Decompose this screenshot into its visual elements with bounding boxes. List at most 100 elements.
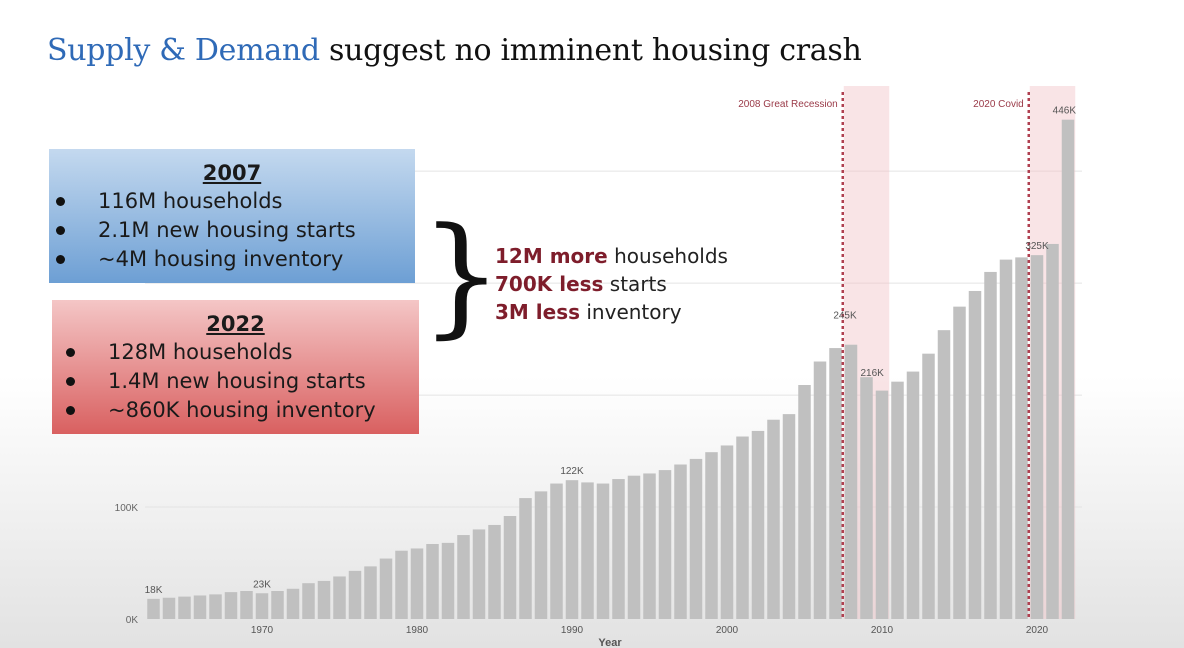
comparison-summary: 12M more households 700K less starts 3M … [495, 242, 728, 326]
y-tick-label: 0K [126, 615, 139, 626]
list-item: ~4M housing inventory [49, 245, 415, 274]
bar [162, 597, 176, 619]
list-item-text: 116M households [98, 189, 283, 213]
bar [348, 570, 362, 619]
data-label: 446K [1053, 106, 1077, 117]
bar [736, 436, 749, 619]
bar [1046, 243, 1059, 619]
data-label: 23K [253, 579, 271, 590]
bullet-icon [66, 377, 75, 386]
data-label: 18K [145, 585, 163, 596]
bar [612, 479, 625, 619]
bullet-icon [56, 226, 65, 235]
bar [302, 583, 315, 619]
bar [209, 594, 222, 619]
bullet-icon [66, 348, 75, 357]
bullet-icon [66, 406, 75, 415]
box-2022-list: 128M households 1.4M new housing starts … [52, 338, 419, 425]
bar [395, 550, 408, 619]
bar [1061, 119, 1075, 619]
x-tick-label: 1980 [406, 625, 429, 636]
bar [922, 353, 935, 619]
bar [565, 480, 579, 619]
bar [379, 558, 393, 619]
bar [891, 381, 904, 619]
list-item: 2.1M new housing starts [49, 216, 415, 245]
list-item-text: ~4M housing inventory [98, 247, 344, 271]
bar [286, 588, 300, 619]
box-2007-list: 116M households 2.1M new housing starts … [49, 187, 415, 274]
summary-line: 12M more households [495, 242, 728, 270]
summary-line: 700K less starts [495, 270, 728, 298]
x-tick-label: 1970 [251, 625, 274, 636]
bar [968, 290, 982, 619]
list-item-text: ~860K housing inventory [108, 398, 376, 422]
bar [240, 591, 253, 619]
list-item: 1.4M new housing starts [52, 367, 419, 396]
data-label: 216K [861, 368, 885, 379]
bar [317, 580, 331, 619]
list-item: 116M households [49, 187, 415, 216]
summary-text: households [607, 244, 728, 268]
bar [627, 475, 641, 619]
bar [674, 464, 687, 619]
bar [410, 548, 424, 619]
bar [426, 543, 439, 619]
bar [519, 498, 532, 619]
bar [844, 344, 858, 619]
bar [937, 330, 951, 619]
bar [441, 542, 455, 619]
x-tick-label: 2000 [716, 625, 739, 636]
bar [581, 482, 594, 619]
bar [178, 596, 191, 619]
x-axis-title: Year [598, 637, 622, 648]
bar [906, 371, 920, 619]
summary-line: 3M less inventory [495, 298, 728, 326]
curly-brace-icon: } [420, 199, 503, 351]
bar [596, 483, 610, 619]
bar [643, 473, 656, 619]
page-title: Supply & Demand suggest no imminent hous… [47, 33, 862, 68]
bar [255, 593, 269, 619]
title-highlight: Supply & Demand [47, 33, 320, 68]
list-item: ~860K housing inventory [52, 396, 419, 425]
bar [984, 271, 997, 619]
event-label: 2008 Great Recession [738, 99, 838, 110]
bar [829, 348, 842, 619]
bar [472, 529, 486, 619]
data-label: 325K [1025, 241, 1049, 252]
box-2022: 2022 128M households 1.4M new housing st… [52, 300, 419, 434]
bar [224, 592, 238, 619]
bar [534, 491, 548, 619]
event-label: 2020 Covid [973, 99, 1024, 110]
summary-highlight: 700K less [495, 272, 604, 296]
x-tick-label: 2010 [871, 625, 894, 636]
box-2022-year: 2022 [206, 312, 265, 336]
data-label: 122K [560, 466, 584, 477]
bullet-icon [56, 255, 65, 264]
bar [333, 576, 346, 619]
bar [658, 470, 672, 619]
summary-highlight: 3M less [495, 300, 581, 324]
bar [782, 414, 796, 619]
bar [193, 595, 207, 619]
bar [953, 306, 966, 619]
list-item-text: 128M households [108, 340, 293, 364]
x-tick-label: 1990 [561, 625, 584, 636]
bar [798, 385, 811, 619]
bullet-icon [56, 197, 65, 206]
summary-highlight: 12M more [495, 244, 608, 268]
bar [503, 516, 517, 619]
box-2007-year: 2007 [202, 161, 262, 185]
bar [875, 390, 889, 619]
bar [720, 445, 734, 619]
bar [813, 361, 827, 619]
bar [999, 259, 1013, 619]
bar [1030, 255, 1044, 620]
bar [488, 524, 501, 619]
bar [860, 377, 873, 619]
bar [457, 535, 470, 619]
bar [751, 430, 765, 619]
bar [364, 566, 377, 619]
